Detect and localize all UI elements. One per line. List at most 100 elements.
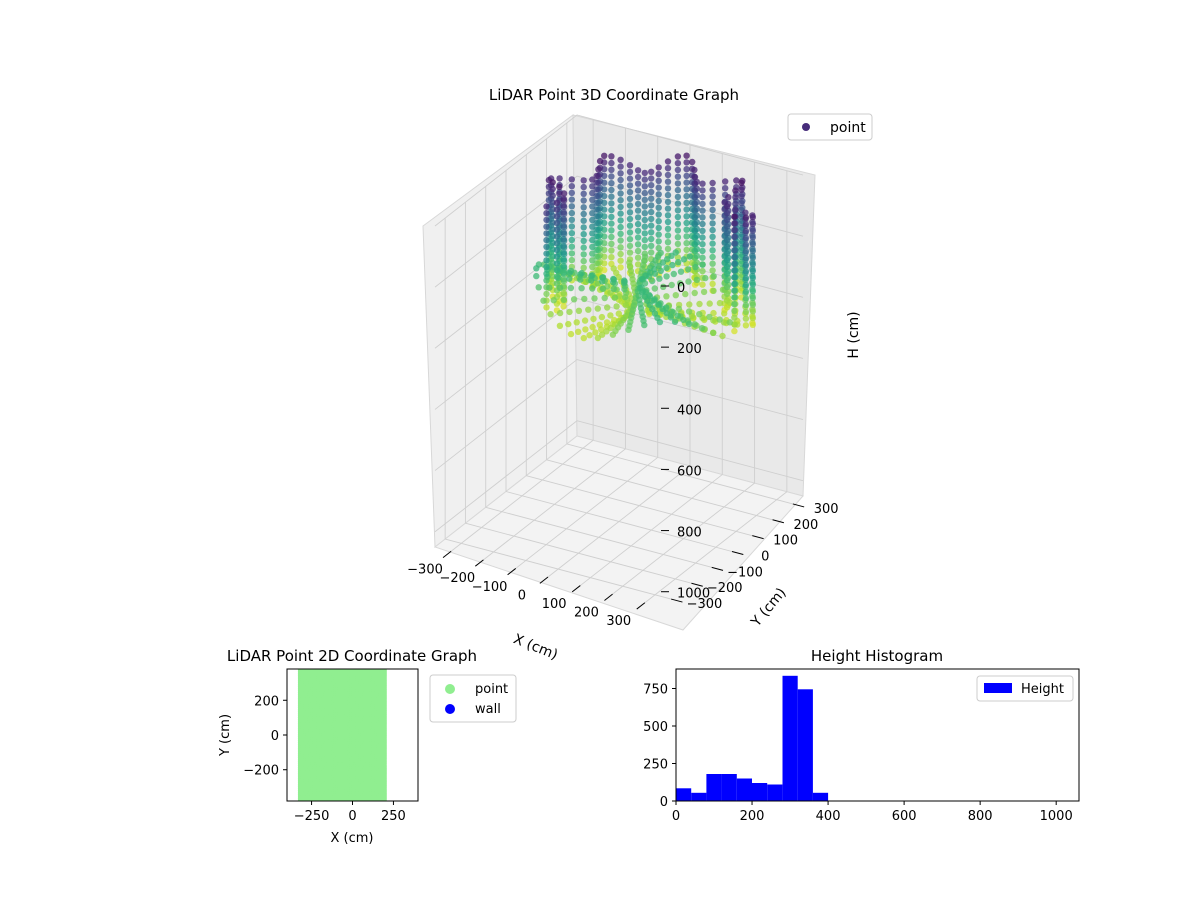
data-point-3d — [589, 257, 596, 264]
data-point-3d — [610, 279, 617, 286]
x-axis-label-2d: X (cm) — [331, 831, 374, 846]
data-point-3d — [549, 179, 556, 186]
data-point-3d — [553, 206, 561, 213]
data-point-3d — [566, 275, 573, 282]
y-tick-3d — [772, 519, 784, 524]
data-point-3d — [721, 310, 728, 317]
data-point-3d — [699, 261, 706, 268]
data-point-3d — [568, 250, 575, 257]
chart-3d: LiDAR Point 3D Coordinate Graph −300−200… — [407, 86, 873, 663]
data-point-3d — [598, 313, 606, 321]
data-point-3d — [663, 293, 670, 300]
data-point-3d — [742, 315, 750, 322]
data-point-3d — [732, 194, 739, 201]
data-point-3d — [731, 314, 738, 321]
histogram-bar — [782, 675, 798, 802]
data-point-3d — [749, 288, 756, 295]
data-point-3d — [731, 280, 738, 288]
data-point-3d — [674, 193, 682, 201]
data-point-3d — [709, 220, 716, 227]
data-point-3d — [608, 193, 615, 200]
data-point-3d — [568, 236, 575, 244]
data-point-3d — [664, 212, 672, 219]
chart-2d: LiDAR Point 2D Coordinate Graph −250 0 250… — [218, 647, 517, 846]
data-point-3d — [566, 269, 573, 277]
data-point-3d — [617, 223, 624, 231]
data-point-3d — [634, 207, 642, 214]
data-point-3d — [693, 178, 700, 186]
data-point-3d — [731, 233, 738, 241]
data-point-3d — [723, 290, 731, 298]
data-point-3d — [634, 173, 642, 181]
y-tick-3d — [792, 503, 805, 508]
data-point-3d — [669, 261, 676, 269]
data-point-3d — [749, 240, 756, 248]
data-point-3d — [594, 305, 601, 312]
histogram-bar — [706, 774, 722, 801]
data-point-3d — [699, 193, 706, 201]
x-tick-label-3d: 100 — [542, 597, 567, 612]
data-point-3d — [553, 199, 561, 206]
data-point-3d — [732, 187, 739, 194]
data-point-3d — [742, 248, 750, 255]
data-point-3d — [699, 241, 706, 248]
data-point-3d — [568, 243, 575, 250]
data-point-3d — [723, 236, 731, 244]
data-point-3d — [617, 237, 624, 244]
data-point-3d — [543, 210, 550, 217]
z-tick-label-3d: 0 — [677, 281, 685, 296]
data-point-3d — [709, 179, 716, 187]
data-point-3d — [699, 227, 706, 234]
data-point-3d — [699, 220, 706, 228]
data-point-3d — [699, 234, 706, 241]
data-point-3d — [634, 261, 642, 268]
data-point-3d — [533, 265, 540, 272]
data-point-3d — [560, 229, 567, 236]
x-tick-3d — [636, 602, 646, 610]
data-point-3d — [696, 300, 703, 308]
histogram-bar — [691, 792, 707, 802]
data-point-3d — [648, 175, 655, 182]
data-point-3d — [582, 326, 589, 333]
data-point-3d — [573, 319, 580, 326]
data-point-3d — [674, 180, 682, 187]
data-point-3d — [649, 277, 656, 285]
data-point-3d — [699, 200, 706, 208]
data-point-3d — [674, 213, 682, 221]
data-point-3d — [556, 190, 563, 197]
data-point-3d — [560, 209, 567, 216]
data-point-3d — [641, 216, 648, 224]
data-point-3d — [567, 284, 575, 292]
data-point-3d — [625, 326, 632, 333]
data-point-3d — [699, 267, 706, 275]
data-point-3d — [664, 158, 672, 165]
data-point-3d — [648, 229, 655, 236]
data-point-3d — [655, 204, 662, 211]
data-point-3d — [691, 321, 698, 328]
data-point-3d — [646, 273, 653, 280]
data-point-3d — [634, 194, 642, 201]
data-point-3d — [621, 280, 628, 287]
data-point-3d — [618, 298, 625, 305]
data-point-3d — [651, 270, 659, 277]
data-point-3d — [648, 188, 655, 196]
data-point-3d — [547, 311, 554, 318]
data-point-3d — [568, 203, 575, 210]
data-point-3d — [543, 290, 550, 298]
data-point-3d — [689, 158, 696, 166]
data-point-3d — [560, 256, 567, 263]
data-point-3d — [608, 173, 615, 180]
data-point-3d — [723, 263, 731, 271]
chart-3d-title: LiDAR Point 3D Coordinate Graph — [489, 86, 739, 104]
data-point-3d — [634, 220, 642, 228]
histogram-bar — [676, 788, 692, 802]
y-tick-label-3d: −300 — [687, 597, 723, 612]
data-point-3d — [626, 175, 634, 182]
data-point-3d — [749, 321, 756, 328]
data-point-3d — [608, 153, 615, 160]
plot-frame-histogram — [675, 668, 1080, 802]
y-tick-label-histogram: 0 — [660, 795, 668, 810]
data-point-3d — [709, 247, 716, 254]
data-point-3d — [553, 266, 561, 274]
data-point-3d — [655, 191, 662, 198]
